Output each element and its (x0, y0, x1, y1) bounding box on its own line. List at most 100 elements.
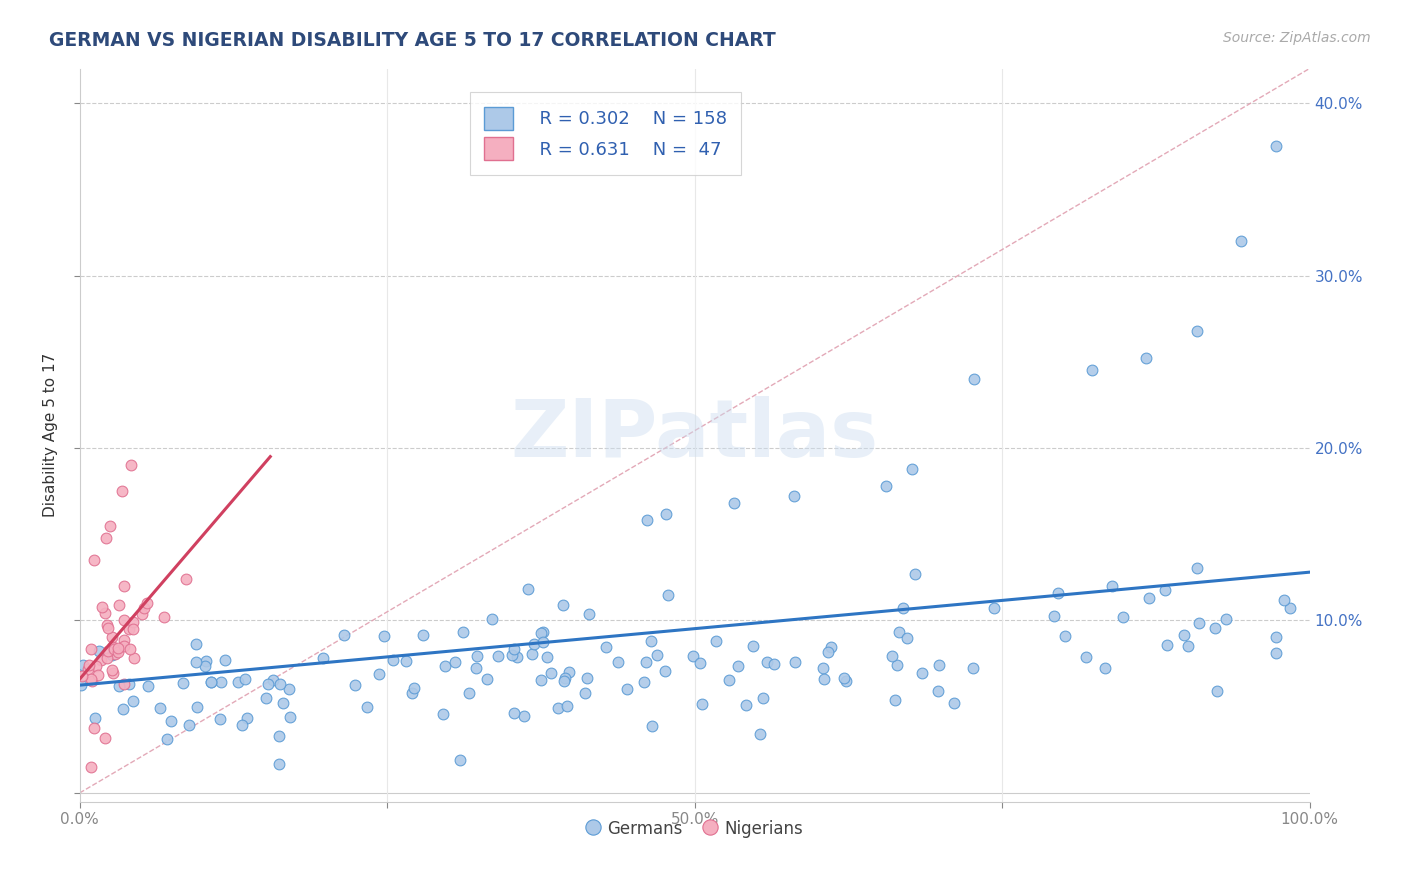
Point (156, 731, 179, 746)
Point (689, 656, 711, 670)
Point (449, 753, 471, 767)
Point (741, 639, 763, 653)
Point (412, 628, 434, 642)
Point (506, 650, 529, 665)
Point (1272, 593, 1295, 607)
Point (89, 644, 111, 658)
Point (194, 655, 217, 669)
Point (574, 685, 596, 699)
Point (228, 674, 250, 689)
Point (451, 625, 474, 640)
Point (96, 618, 118, 632)
Point (835, 673, 858, 688)
Point (928, 657, 950, 672)
Point (1177, 639, 1199, 653)
Point (186, 637, 208, 651)
Point (785, 655, 807, 669)
Point (70, 678, 93, 692)
Point (911, 666, 934, 681)
Point (1230, 234, 1253, 248)
Point (122, 615, 145, 630)
Point (100, 663, 122, 677)
Point (645, 648, 668, 662)
Point (723, 496, 745, 510)
Point (332, 628, 354, 642)
Point (120, 458, 142, 473)
Point (575, 672, 598, 686)
Point (91, 600, 114, 615)
Point (112, 579, 135, 593)
Point (236, 711, 259, 725)
Point (529, 625, 551, 640)
Point (93, 606, 115, 620)
Point (654, 664, 676, 678)
Point (520, 648, 543, 662)
Point (1264, 630, 1286, 644)
Point (465, 648, 488, 663)
Point (755, 655, 778, 669)
Point (1135, 351, 1157, 366)
Point (735, 698, 758, 713)
Point (1204, 621, 1226, 635)
Point (112, 613, 135, 627)
Point (465, 661, 488, 675)
Point (887, 625, 910, 640)
Point (682, 649, 704, 664)
Point (96, 650, 118, 665)
Point (718, 673, 741, 687)
Text: ZIPatlas: ZIPatlas (510, 396, 879, 474)
Point (1173, 628, 1195, 642)
Point (901, 461, 924, 475)
Point (94, 531, 117, 545)
Point (727, 658, 749, 673)
Point (1265, 139, 1288, 153)
Point (523, 637, 546, 651)
Point (118, 623, 141, 637)
Point (481, 612, 503, 626)
Point (1101, 579, 1123, 593)
Point (607, 655, 630, 669)
Point (112, 633, 135, 648)
Point (1043, 609, 1066, 624)
Point (1188, 615, 1211, 630)
Point (896, 631, 918, 645)
Point (271, 696, 294, 710)
Point (616, 681, 638, 696)
Point (77, 658, 100, 673)
Point (884, 693, 907, 707)
Point (103, 640, 125, 654)
Point (554, 671, 576, 685)
Point (103, 642, 125, 657)
Point (641, 719, 664, 733)
Point (1265, 646, 1288, 660)
Point (112, 676, 135, 690)
Point (83, 553, 105, 567)
Point (84, 658, 107, 673)
Point (278, 710, 301, 724)
Point (432, 707, 454, 722)
Point (1081, 363, 1104, 377)
Point (477, 673, 499, 687)
Point (108, 598, 131, 612)
Point (927, 684, 949, 698)
Point (904, 567, 927, 582)
Point (690, 698, 713, 712)
Point (368, 667, 391, 681)
Point (762, 657, 785, 672)
Point (1187, 561, 1209, 575)
Point (749, 727, 772, 741)
Point (444, 655, 467, 669)
Point (531, 635, 554, 649)
Point (1076, 649, 1098, 664)
Point (633, 674, 655, 689)
Point (1156, 638, 1178, 652)
Point (233, 672, 256, 686)
Point (72, 657, 94, 672)
Point (1112, 609, 1135, 624)
Point (118, 677, 141, 691)
Point (551, 599, 574, 613)
Point (875, 479, 897, 493)
Point (136, 679, 159, 693)
Point (531, 625, 554, 640)
Point (434, 658, 457, 673)
